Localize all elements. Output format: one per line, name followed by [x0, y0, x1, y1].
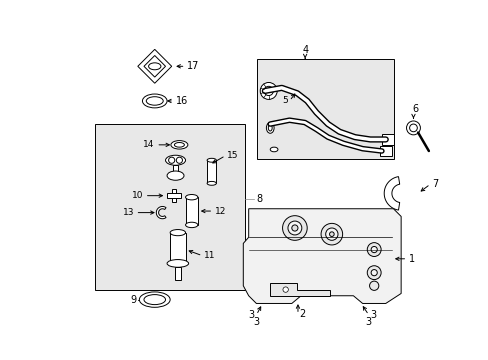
- Text: 10: 10: [131, 191, 143, 200]
- Ellipse shape: [143, 294, 165, 305]
- Text: 11: 11: [203, 251, 215, 260]
- Bar: [167, 193, 181, 198]
- Circle shape: [366, 243, 380, 256]
- Text: 5: 5: [282, 96, 287, 105]
- Text: 4: 4: [302, 45, 307, 55]
- Ellipse shape: [148, 63, 161, 70]
- Polygon shape: [156, 206, 166, 219]
- Ellipse shape: [146, 97, 163, 105]
- Circle shape: [282, 216, 306, 240]
- Text: 14: 14: [143, 140, 154, 149]
- Circle shape: [366, 266, 380, 280]
- Ellipse shape: [170, 260, 185, 266]
- Ellipse shape: [139, 292, 170, 307]
- Text: 16: 16: [175, 96, 187, 106]
- Text: 1: 1: [408, 254, 414, 264]
- Bar: [185, 197, 198, 225]
- Polygon shape: [270, 283, 329, 296]
- Ellipse shape: [167, 171, 183, 180]
- Text: 17: 17: [187, 61, 199, 71]
- Ellipse shape: [207, 158, 216, 162]
- Ellipse shape: [142, 94, 167, 108]
- Polygon shape: [243, 209, 400, 303]
- Ellipse shape: [170, 230, 185, 236]
- Polygon shape: [138, 49, 171, 83]
- Bar: [95, 124, 244, 289]
- Ellipse shape: [185, 222, 198, 228]
- Circle shape: [264, 86, 273, 95]
- Bar: [381, 134, 393, 145]
- Ellipse shape: [270, 147, 277, 152]
- Circle shape: [369, 281, 378, 291]
- Text: 3: 3: [369, 310, 376, 320]
- Circle shape: [325, 228, 337, 240]
- Polygon shape: [143, 55, 165, 77]
- Ellipse shape: [174, 143, 184, 147]
- Circle shape: [370, 270, 377, 276]
- Ellipse shape: [207, 181, 216, 185]
- Circle shape: [287, 221, 301, 235]
- Text: 3: 3: [365, 317, 371, 327]
- Ellipse shape: [185, 194, 198, 200]
- Text: 2: 2: [299, 309, 305, 319]
- Text: 9: 9: [130, 294, 136, 305]
- Polygon shape: [384, 177, 399, 210]
- Text: 3: 3: [253, 317, 259, 327]
- Circle shape: [291, 225, 297, 231]
- Text: 12: 12: [214, 207, 226, 216]
- Circle shape: [260, 82, 277, 99]
- Circle shape: [283, 287, 288, 292]
- Text: 15: 15: [226, 151, 238, 160]
- Circle shape: [176, 157, 182, 163]
- Circle shape: [329, 232, 333, 237]
- Ellipse shape: [266, 122, 274, 133]
- Ellipse shape: [167, 260, 188, 267]
- Ellipse shape: [171, 141, 187, 149]
- Bar: [207, 160, 216, 183]
- Circle shape: [168, 157, 174, 163]
- Text: 8: 8: [256, 194, 262, 203]
- Text: 13: 13: [122, 208, 134, 217]
- Ellipse shape: [268, 125, 272, 131]
- Bar: [174, 266, 181, 280]
- Bar: [170, 233, 185, 264]
- Circle shape: [409, 124, 416, 132]
- Bar: [171, 189, 176, 202]
- Circle shape: [406, 121, 420, 135]
- Circle shape: [321, 223, 342, 245]
- Text: 7: 7: [431, 179, 437, 189]
- Bar: [257, 59, 393, 159]
- Ellipse shape: [165, 155, 185, 165]
- Circle shape: [370, 247, 377, 253]
- Text: 6: 6: [412, 104, 418, 114]
- Bar: [173, 165, 178, 176]
- Bar: [379, 147, 391, 156]
- Text: 3: 3: [248, 310, 254, 320]
